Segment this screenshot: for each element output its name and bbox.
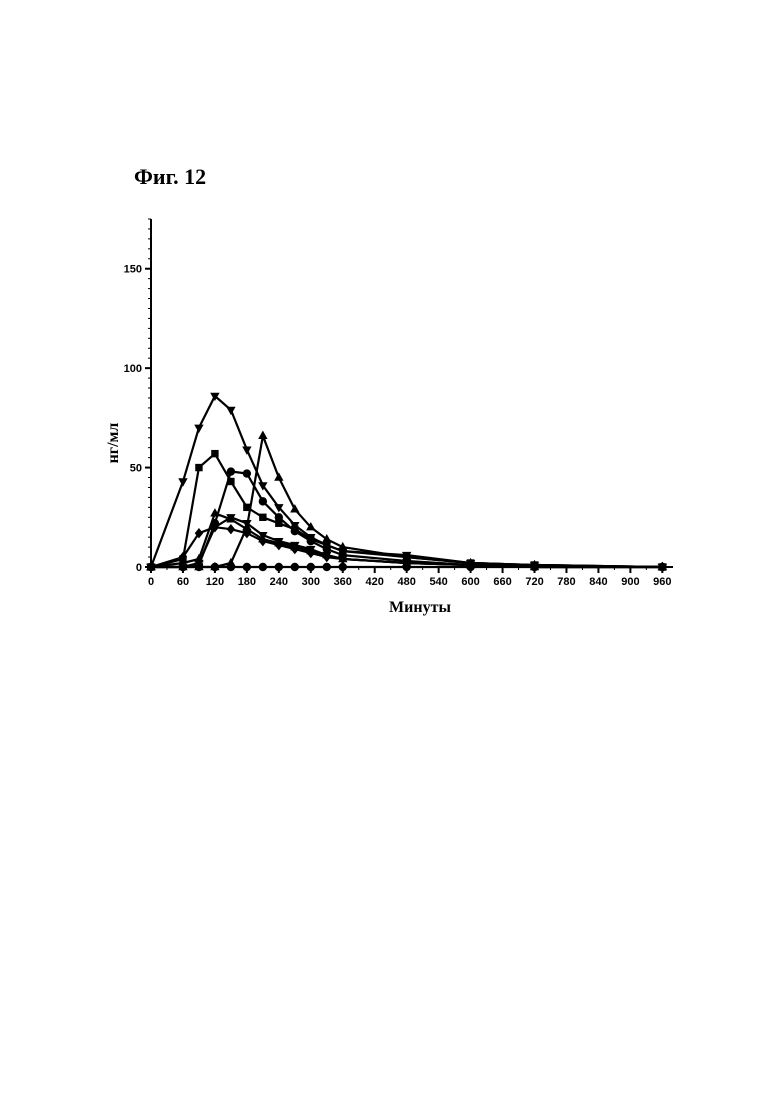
data-point xyxy=(211,450,218,457)
series-1 xyxy=(146,393,667,572)
data-point xyxy=(402,563,410,571)
data-point xyxy=(227,524,235,534)
x-tick-label: 960 xyxy=(653,576,671,588)
y-tick-label: 50 xyxy=(130,463,142,475)
axes: 0 50 100 150 0 60 120 180 240 300 360 420 480 540 600 6… xyxy=(124,219,673,588)
data-point xyxy=(307,563,315,571)
x-tick-label: 0 xyxy=(148,576,154,588)
data-point xyxy=(291,527,299,535)
x-tick-label: 420 xyxy=(366,576,384,588)
data-point xyxy=(179,563,187,571)
series-3 xyxy=(146,431,667,571)
data-point xyxy=(275,563,283,571)
data-point xyxy=(259,563,267,571)
data-point xyxy=(194,425,203,433)
x-tick-label: 180 xyxy=(238,576,256,588)
x-tick-label: 60 xyxy=(177,576,189,588)
data-point xyxy=(258,431,267,439)
series-7 xyxy=(146,508,667,570)
data-point xyxy=(227,563,235,571)
data-point xyxy=(226,407,235,415)
y-axis-title: нг/мл xyxy=(105,423,122,464)
y-tick-label: 100 xyxy=(124,363,142,375)
x-axis-title: Минуты xyxy=(389,599,451,616)
data-point xyxy=(259,514,266,521)
x-tick-label: 600 xyxy=(461,576,479,588)
x-tick-label: 360 xyxy=(334,576,352,588)
x-tick-label: 840 xyxy=(589,576,607,588)
data-point xyxy=(195,563,203,571)
data-point xyxy=(274,472,283,480)
data-point xyxy=(466,563,474,571)
x-tick-label: 900 xyxy=(621,576,639,588)
data-point xyxy=(530,563,538,571)
data-point xyxy=(307,537,315,545)
x-tick-label: 660 xyxy=(493,576,511,588)
x-tick-label: 720 xyxy=(525,576,543,588)
data-point xyxy=(339,563,347,571)
data-point xyxy=(275,513,283,521)
data-point xyxy=(322,534,331,542)
x-tick-label: 300 xyxy=(302,576,320,588)
data-point xyxy=(243,469,251,477)
data-point xyxy=(243,563,251,571)
data-point xyxy=(291,563,299,571)
data-point xyxy=(195,464,202,471)
y-tick-label: 150 xyxy=(124,264,142,276)
data-point xyxy=(242,446,251,454)
x-tick-label: 240 xyxy=(270,576,288,588)
series-line xyxy=(151,436,662,567)
data-point xyxy=(227,467,235,475)
x-tick-label: 540 xyxy=(429,576,447,588)
data-point xyxy=(290,504,299,512)
data-point xyxy=(178,478,187,486)
x-tick-label: 780 xyxy=(557,576,575,588)
data-point xyxy=(211,563,219,571)
x-tick-label: 480 xyxy=(397,576,415,588)
x-tick-label: 120 xyxy=(206,576,224,588)
y-tick-label: 0 xyxy=(136,562,142,574)
data-point xyxy=(658,563,666,571)
data-point xyxy=(323,563,331,571)
data-point xyxy=(147,563,155,571)
series-layer xyxy=(146,393,667,572)
data-point xyxy=(259,497,267,505)
